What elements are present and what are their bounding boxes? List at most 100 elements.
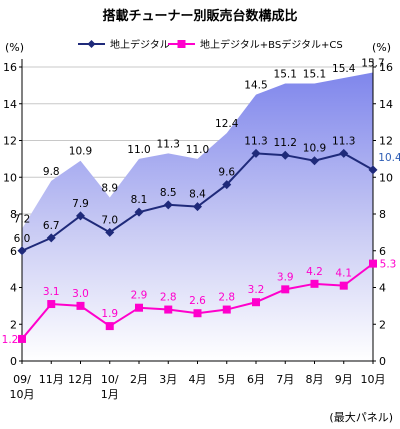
series-layer [17,148,378,343]
chart-title: 搭載チューナー別販売台数構成比 [102,8,297,24]
x-tick-label-0-0: 09/ [13,373,31,386]
series-1-label-1: 6.7 [43,220,60,232]
y-tick-left-7: 14 [3,98,17,111]
area-label-6: 11.0 [186,144,209,156]
series-2-point-8 [252,298,260,307]
y-unit-right: (%) [372,41,391,54]
legend-marker-series-1 [87,40,96,48]
legend-marker-series-2 [177,40,186,48]
area-label-10: 15.1 [303,69,326,81]
area-label-2: 10.9 [69,146,92,158]
series-2-label-1: 3.1 [43,286,60,298]
series-1-label-9: 11.2 [274,137,297,149]
y-tick-right-0: 0 [379,355,386,368]
series-1-point-11 [339,148,349,158]
series-1-label-5: 8.5 [160,187,177,199]
series-1-label-6: 8.4 [189,189,206,201]
axes [19,59,376,364]
x-tick-label-10: 8月 [306,373,324,386]
y-tick-left-4: 8 [10,208,17,221]
series-1-label-7: 9.6 [218,167,235,179]
series-1-point-9 [280,150,290,160]
legend-label-series-2: 地上デジタル+BSデジタル+CS [200,38,343,51]
series-2-point-0 [18,334,26,343]
series-2-label-0: 1.2 [2,334,19,346]
series-1-label-8: 11.3 [244,135,267,147]
area-label-3: 8.9 [101,182,118,194]
series-2-point-4 [135,303,143,312]
area-label-5: 11.3 [157,138,180,150]
x-tick-label-3-0: 10/ [101,373,119,386]
series-1-point-10 [310,156,319,166]
series-2-label-11: 4.1 [335,268,352,280]
x-tick-label-11: 9月 [335,373,353,386]
x-tick-label-7: 5月 [218,373,236,386]
series-1-label-0: 6.0 [14,233,31,245]
area-label-11: 15.4 [332,63,356,75]
series-1-label-3: 7.0 [101,214,118,226]
x-tick-label-4: 2月 [130,373,148,386]
area-label-4: 11.0 [127,144,150,156]
series-2-point-7 [222,305,231,314]
series-2-point-12 [369,259,377,268]
series-1-label-10: 10.9 [303,143,326,155]
y-tick-right-8: 16 [379,61,393,74]
series-2-label-12: 5.3 [380,259,397,271]
series-1-label-12: 10.4 [378,152,400,164]
y-tick-right-4: 8 [379,208,386,221]
series-1-point-1 [46,233,56,243]
area-layer [22,72,373,361]
x-tick-label-9: 7月 [276,373,294,386]
x-tick-label-1: 11月 [39,373,64,386]
series-1-point-2 [76,211,85,221]
y-tick-left-6: 12 [3,135,17,148]
series-1-point-6 [193,202,202,212]
x-tick-label-3-1: 1月 [101,388,119,401]
series-1-point-8 [251,148,261,158]
series-2-label-2: 3.0 [72,288,89,300]
panel-note: (最大パネル) [329,410,393,424]
series-2-label-10: 4.2 [306,266,323,278]
y-tick-right-5: 10 [379,171,393,184]
y-tick-left-5: 10 [3,171,17,184]
area-fill [22,72,373,361]
series-2-point-6 [193,309,202,318]
series-2-point-5 [164,305,173,314]
series-2-point-10 [310,279,319,288]
series-1-point-5 [163,200,173,210]
y-tick-right-3: 6 [379,245,386,258]
area-label-1: 9.8 [43,166,60,178]
legend-label-series-1: 地上デジタル [110,38,170,51]
y-tick-left-3: 6 [10,245,17,258]
y-tick-left-8: 16 [3,61,17,74]
x-tick-label-5: 3月 [159,373,177,386]
series-2-point-11 [339,281,348,290]
y-tick-right-2: 4 [379,282,386,295]
x-tick-label-12: 10月 [361,373,386,386]
y-unit-left: (%) [5,41,24,54]
y-tick-left-0: 0 [10,355,17,368]
area-label-8: 14.5 [244,80,267,92]
x-tick-label-2: 12月 [68,373,93,386]
series-1-label-11: 11.3 [332,135,355,147]
series-1-label-2: 7.9 [72,198,89,210]
series-1-point-7 [222,180,232,190]
tick-labels: 0 0 2 2 4 4 6 6 8 8 10 10 12 12 14 14 16 16 09/10月 11月 12月 10… [3,61,393,401]
series-2-point-2 [76,301,85,310]
series-2-label-7: 2.8 [218,292,235,304]
series-2-point-9 [281,285,290,294]
x-tick-label-8: 6月 [247,373,265,386]
y-tick-right-7: 14 [379,98,393,111]
series-1-point-3 [105,227,115,237]
series-1-point-12 [368,165,378,175]
series-2-label-6: 2.6 [189,295,206,307]
x-tick-label-0-1: 10月 [10,388,35,401]
series-2-label-4: 2.9 [131,290,148,302]
x-tick-label-6: 4月 [189,373,207,386]
y-tick-right-6: 12 [379,135,393,148]
area-label-0: 7.2 [14,214,31,226]
y-tick-left-1: 2 [10,318,17,331]
series-1-label-4: 8.1 [131,194,148,206]
series-1-point-4 [134,207,144,217]
